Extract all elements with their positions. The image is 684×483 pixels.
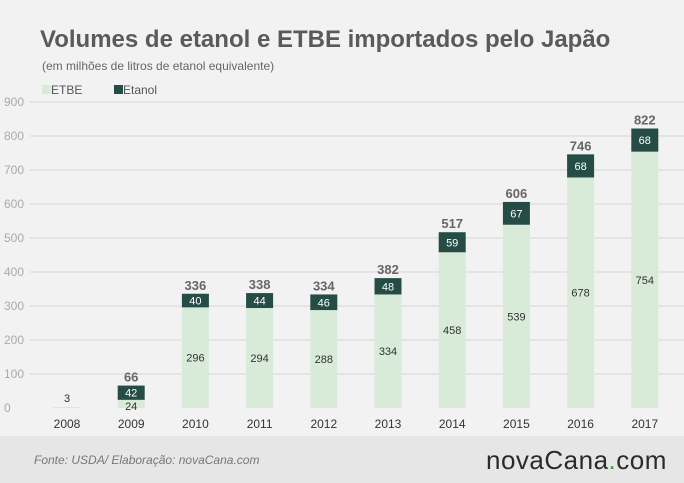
etbe-data-label: 458: [443, 325, 461, 337]
x-tick-label: 2015: [503, 417, 530, 431]
y-tick-label: 0: [4, 401, 11, 415]
etbe-data-label: 678: [571, 288, 589, 300]
x-tick-label: 2013: [375, 417, 402, 431]
y-tick-label: 500: [4, 231, 24, 245]
etbe-data-label: 334: [379, 346, 397, 358]
x-tick-label: 2012: [310, 417, 337, 431]
etanol-data-label: 59: [446, 237, 458, 249]
legend-swatch-etbe: [42, 85, 51, 94]
total-data-label: 746: [570, 138, 592, 153]
bar-etanol: [310, 294, 338, 311]
bar-etbe: [53, 406, 81, 408]
bar-etbe: [567, 177, 595, 408]
source-note: Fonte: USDA/ Elaboração: novaCana.com: [34, 453, 259, 467]
y-tick-label: 700: [4, 163, 24, 177]
bar-etbe: [374, 294, 402, 408]
etanol-data-label: 48: [382, 281, 394, 293]
total-data-label: 382: [377, 262, 399, 277]
legend-label-etbe: ETBE: [51, 83, 82, 97]
bar-etbe: [181, 307, 209, 408]
bar-etbe: [246, 308, 274, 408]
total-data-label: 66: [124, 370, 138, 385]
bar-etanol: [117, 385, 145, 400]
total-data-label: 336: [185, 278, 207, 293]
etanol-data-label: 68: [639, 135, 651, 147]
total-data-label: 338: [249, 277, 271, 292]
brand-logo: novaCana.com: [486, 445, 667, 475]
bar-etbe: [631, 151, 659, 408]
brand-prefix: nova: [486, 445, 544, 475]
etanol-data-label: 46: [318, 297, 330, 309]
etanol-data-label: 68: [574, 161, 586, 173]
legend: ETBE Etanol: [42, 83, 157, 97]
etbe-data-label: 294: [250, 353, 268, 365]
y-tick-label: 400: [4, 265, 24, 279]
x-tick-label: 2014: [439, 417, 466, 431]
etanol-data-label: 44: [253, 296, 265, 308]
etanol-data-label: 67: [510, 208, 522, 220]
x-tick-label: 2008: [54, 417, 81, 431]
etbe-data-label: 3: [64, 393, 70, 405]
y-axis-ticks: 0 100 200 300 400 500 600 700 800 900: [4, 95, 24, 415]
total-data-label: 822: [634, 113, 656, 128]
bar-etbe: [502, 224, 530, 408]
bar-etbe: [310, 310, 338, 408]
etbe-data-label: 288: [315, 354, 333, 366]
x-tick-label: 2016: [567, 417, 594, 431]
brand-dot: .: [609, 445, 617, 475]
bar-etbe: [438, 252, 466, 408]
grid-lines: [30, 101, 684, 375]
x-axis-ticks: 2008 2009 2010 2011 2012 2013 2014 2015 2016 2017: [54, 417, 659, 431]
chart-title: Volumes de etanol e ETBE importados pelo…: [40, 26, 610, 53]
etanol-data-label: 40: [189, 296, 201, 308]
etbe-data-label: 296: [186, 353, 204, 365]
y-tick-label: 800: [4, 129, 24, 143]
bar-etanol: [374, 278, 402, 295]
bar-etanol: [438, 232, 466, 253]
legend-swatch-etanol: [114, 85, 123, 94]
bar-etanol: [502, 201, 530, 225]
total-data-label: 517: [441, 216, 463, 231]
y-tick-label: 600: [4, 197, 24, 211]
brand-main: Cana: [544, 445, 608, 475]
x-tick-label: 2009: [118, 417, 145, 431]
etbe-data-label: 539: [507, 311, 525, 323]
y-tick-label: 200: [4, 333, 24, 347]
legend-label-etanol: Etanol: [123, 83, 157, 97]
brand-suffix: com: [616, 445, 667, 475]
x-tick-label: 2017: [631, 417, 658, 431]
footer-background: [0, 436, 684, 483]
bar-etanol: [567, 154, 595, 178]
bar-etanol: [631, 128, 659, 152]
y-tick-label: 100: [4, 367, 24, 381]
x-tick-label: 2011: [247, 417, 273, 431]
total-data-label: 334: [313, 278, 335, 293]
etbe-data-label: 24: [125, 401, 137, 413]
bar-etanol: [181, 293, 209, 308]
y-tick-label: 300: [4, 299, 24, 313]
etanol-data-label: 42: [125, 388, 137, 400]
y-tick-label: 900: [4, 95, 24, 109]
bar-etbe: [117, 399, 145, 408]
bar-etanol: [246, 293, 274, 309]
x-tick-label: 2010: [182, 417, 209, 431]
total-data-label: 606: [506, 186, 528, 201]
etbe-data-label: 754: [636, 275, 654, 287]
chart-subtitle: (em milhões de litros de etanol equivale…: [42, 59, 274, 73]
